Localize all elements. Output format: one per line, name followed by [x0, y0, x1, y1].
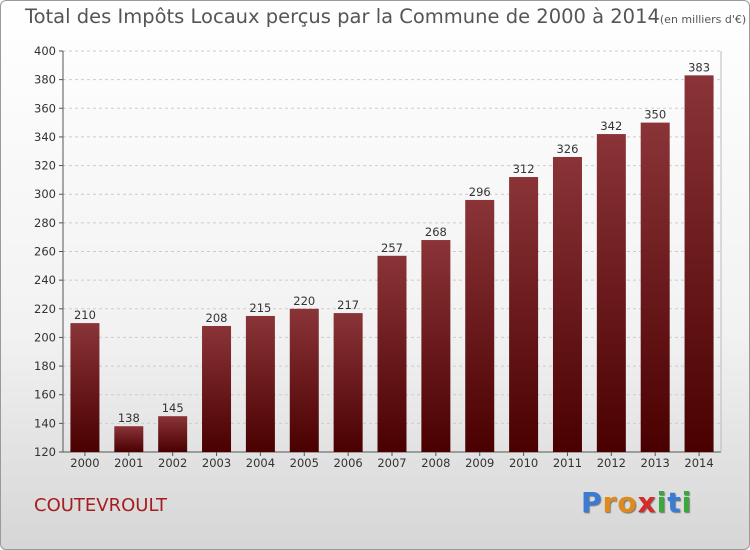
- bar-value-label: 326: [556, 142, 578, 156]
- x-tick-label: 2004: [246, 456, 275, 470]
- commune-name: COUTEVROULT: [34, 495, 167, 516]
- bar-value-label: 342: [600, 119, 622, 133]
- x-tick-label: 2014: [684, 456, 713, 470]
- bar: [596, 134, 626, 453]
- y-tick-label: 180: [34, 359, 56, 373]
- bar: [158, 416, 188, 452]
- x-tick-label: 2006: [333, 456, 362, 470]
- proxiti-logo: Proxiti: [581, 486, 692, 519]
- x-tick-label: 2011: [553, 456, 582, 470]
- y-tick-label: 360: [34, 101, 56, 115]
- title-unit: (en milliers d'€): [659, 13, 747, 26]
- logo-letter: x: [637, 486, 657, 519]
- labels: 120 140 160 180 200 220 240 260 280 300 320 340 360 3…: [34, 44, 714, 470]
- logo-letter: o: [617, 486, 638, 519]
- y-tick-label: 200: [34, 330, 56, 344]
- bar-value-label: 296: [469, 185, 491, 199]
- x-tick-label: 2008: [421, 456, 450, 470]
- chart-title: Total des Impôts Locaux perçus par la Co…: [25, 5, 746, 28]
- y-tick-label: 220: [34, 302, 56, 316]
- bar-value-label: 220: [293, 294, 315, 308]
- bar-value-label: 350: [644, 108, 666, 122]
- bar: [509, 177, 539, 452]
- bar: [421, 240, 451, 452]
- y-tick-label: 260: [34, 245, 56, 259]
- bar-value-label: 268: [425, 225, 447, 239]
- bar-value-label: 208: [206, 311, 228, 325]
- x-tick-label: 2000: [70, 456, 99, 470]
- y-tick-label: 380: [34, 73, 56, 87]
- bar: [245, 315, 275, 452]
- bar-value-label: 217: [337, 298, 359, 312]
- y-tick-label: 400: [34, 44, 56, 58]
- x-tick-label: 2005: [290, 456, 319, 470]
- x-tick-label: 2003: [202, 456, 231, 470]
- y-tick-label: 300: [34, 187, 56, 201]
- y-tick-label: 320: [34, 159, 56, 173]
- logo-letter: i: [681, 486, 693, 519]
- x-tick-label: 2009: [465, 456, 494, 470]
- y-tick-label: 160: [34, 388, 56, 402]
- logo-letter: r: [602, 486, 618, 519]
- bar: [333, 313, 363, 452]
- bar: [114, 426, 144, 452]
- x-tick-label: 2013: [641, 456, 670, 470]
- bar-value-label: 145: [162, 401, 184, 415]
- bar: [202, 325, 232, 452]
- bar: [552, 156, 582, 452]
- bar-value-label: 257: [381, 241, 403, 255]
- x-tick-label: 2010: [509, 456, 538, 470]
- title-text: Total des Impôts Locaux perçus par la Co…: [25, 5, 660, 28]
- bar: [640, 122, 670, 452]
- x-tick-label: 2001: [114, 456, 143, 470]
- y-tick-label: 140: [34, 416, 56, 430]
- bar-value-label: 383: [688, 60, 710, 74]
- y-tick-label: 280: [34, 216, 56, 230]
- bar-value-label: 215: [249, 301, 271, 315]
- x-tick-label: 2002: [158, 456, 187, 470]
- bars: [70, 75, 714, 453]
- y-tick-label: 240: [34, 273, 56, 287]
- y-tick-label: 340: [34, 130, 56, 144]
- bar: [377, 255, 407, 452]
- bar: [684, 75, 714, 452]
- logo-letter: i: [656, 486, 668, 519]
- bar: [70, 323, 100, 452]
- bar: [465, 199, 495, 452]
- bar: [289, 308, 319, 452]
- bar-value-label: 210: [74, 308, 96, 322]
- y-tick-label: 120: [34, 445, 56, 459]
- logo-letter: t: [667, 486, 682, 519]
- logo-letter: P: [581, 486, 603, 519]
- x-tick-label: 2007: [377, 456, 406, 470]
- bar-value-label: 312: [513, 162, 535, 176]
- bar-value-label: 138: [118, 411, 140, 425]
- x-tick-label: 2012: [597, 456, 626, 470]
